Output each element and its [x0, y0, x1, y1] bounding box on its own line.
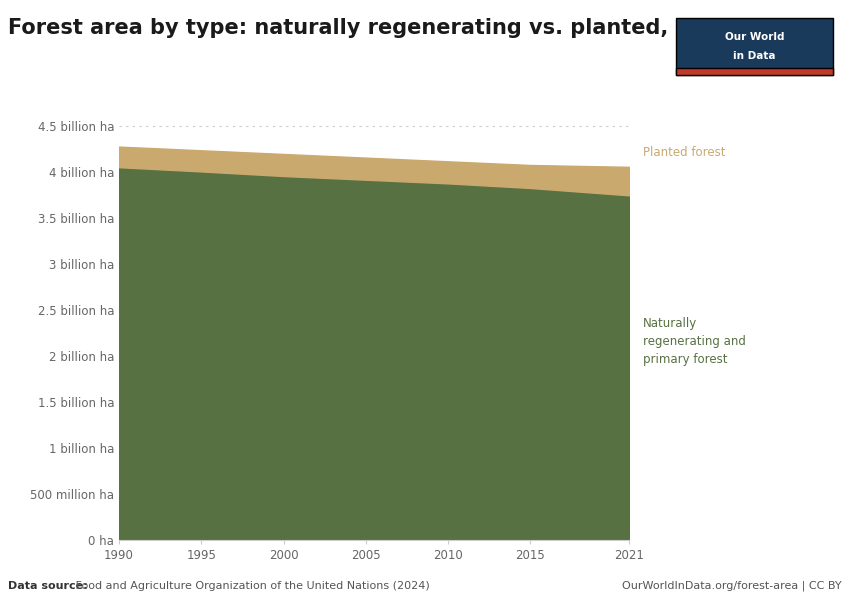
Text: Planted forest: Planted forest [643, 146, 725, 160]
Text: Food and Agriculture Organization of the United Nations (2024): Food and Agriculture Organization of the… [72, 581, 430, 591]
Text: in Data: in Data [733, 51, 775, 61]
Text: OurWorldInData.org/forest-area | CC BY: OurWorldInData.org/forest-area | CC BY [622, 581, 842, 591]
Text: Naturally
regenerating and
primary forest: Naturally regenerating and primary fores… [643, 317, 745, 367]
Text: Data source:: Data source: [8, 581, 88, 591]
Text: Forest area by type: naturally regenerating vs. planted, World: Forest area by type: naturally regenerat… [8, 18, 745, 38]
Text: Our World: Our World [724, 32, 784, 42]
